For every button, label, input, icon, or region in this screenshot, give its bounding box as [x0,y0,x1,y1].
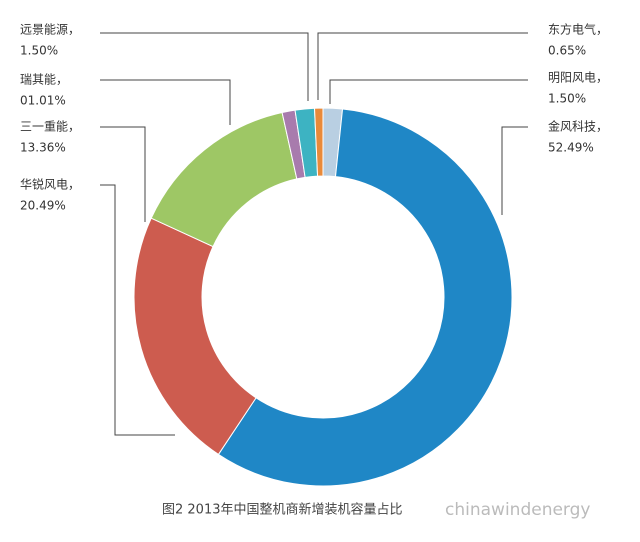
label-name: 金风科技， [548,119,608,134]
leader-line [317,32,528,100]
label-value: 20.49% [20,199,66,213]
label-value: 13.36% [20,141,66,155]
donut-segment [133,217,257,456]
label-name: 东方电气， [548,22,608,37]
leader-line [100,126,146,222]
label-value: 52.49% [548,141,594,155]
leader-line [100,79,231,125]
label-name: 三一重能， [20,120,80,134]
label-value: 1.50% [548,92,586,106]
caption: 图2 2013年中国整机商新增装机容量占比 [162,502,403,518]
label-name: 华锐风电， [20,178,80,192]
leader-line [329,79,528,104]
leader-line [100,32,309,101]
donut-segment [150,111,298,248]
watermark: chinawindenergy [445,500,590,520]
label-name: 远景能源， [20,23,80,37]
label-name: 明阳风电， [548,71,608,85]
label-value: 01.01% [20,94,66,108]
label-value: 1.50% [20,44,58,58]
donut-segment [313,107,324,177]
leader-line [501,126,528,215]
label-value: 0.65% [548,44,586,58]
donut-segment [217,108,513,487]
leader-line [100,184,175,436]
label-name: 瑞其能， [20,73,68,87]
